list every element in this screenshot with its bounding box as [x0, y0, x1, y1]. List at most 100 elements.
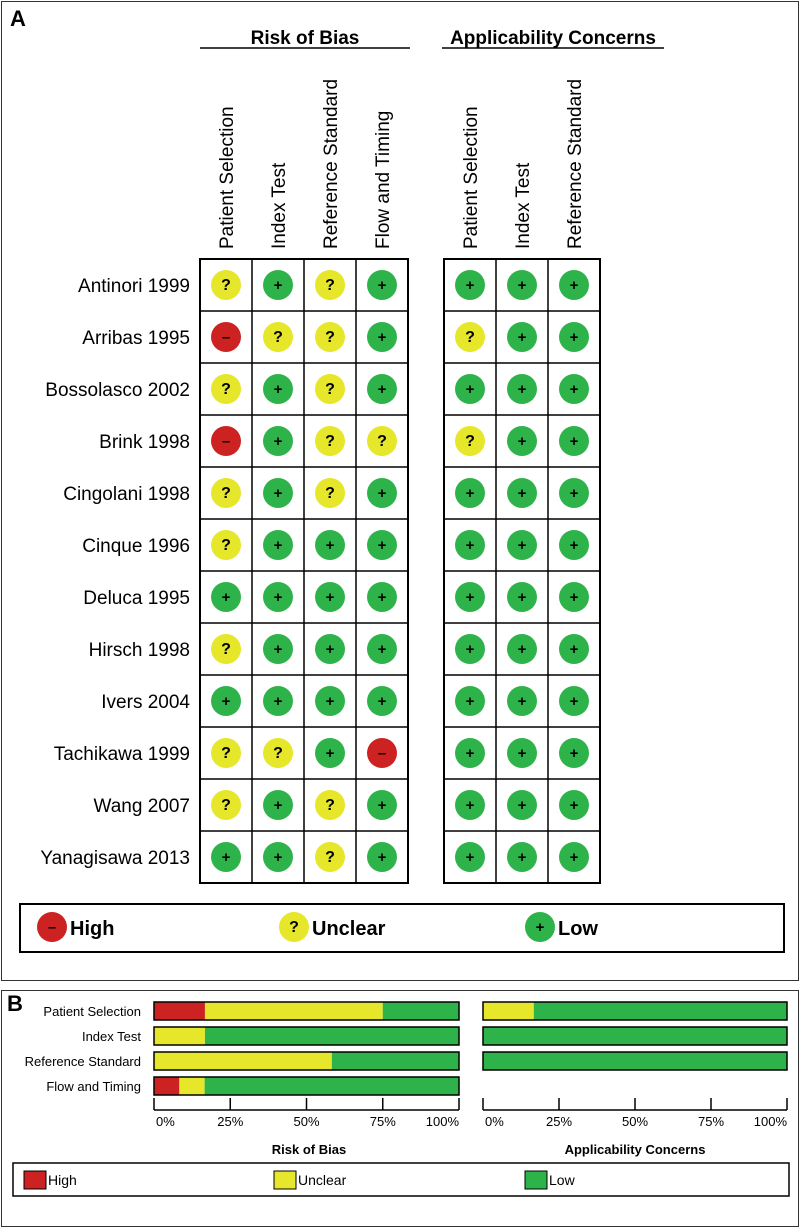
risk-judgement-low: + — [559, 322, 589, 352]
low-circle — [507, 426, 537, 456]
low-symbol: + — [378, 589, 387, 606]
low-symbol: + — [570, 849, 579, 866]
risk-judgement-unclear: ? — [315, 374, 345, 404]
unclear-circle — [315, 790, 345, 820]
low-circle — [507, 582, 537, 612]
low-circle — [263, 582, 293, 612]
low-symbol: + — [466, 589, 475, 606]
low-circle — [455, 530, 485, 560]
study-label: Wang 2007 — [94, 796, 190, 817]
low-symbol: + — [518, 537, 527, 554]
low-symbol: + — [466, 797, 475, 814]
risk-judgement-unclear: ? — [263, 322, 293, 352]
low-symbol: + — [466, 693, 475, 710]
risk-judgement-low: + — [367, 478, 397, 508]
low-circle — [455, 270, 485, 300]
high-symbol: – — [222, 329, 230, 346]
low-symbol: + — [274, 693, 283, 710]
low-circle — [559, 686, 589, 716]
risk-judgement-low: + — [559, 790, 589, 820]
bar-segment-unclear — [204, 1002, 383, 1020]
risk-judgement-low: + — [263, 426, 293, 456]
study-label: Hirsch 1998 — [89, 640, 190, 661]
unclear-symbol: ? — [465, 433, 475, 450]
legend-label: Unclear — [298, 1172, 347, 1188]
low-circle — [367, 374, 397, 404]
bar-outline — [153, 1076, 460, 1096]
risk-judgement-low: + — [507, 842, 537, 872]
low-circle — [455, 738, 485, 768]
risk-judgement-unclear: ? — [211, 270, 241, 300]
low-symbol: + — [570, 329, 579, 346]
low-circle — [367, 582, 397, 612]
risk-judgement-low: + — [263, 270, 293, 300]
low-circle — [211, 582, 241, 612]
risk-judgement-unclear: ? — [315, 790, 345, 820]
risk-judgement-low: + — [367, 790, 397, 820]
category-label: Index Test — [82, 1029, 141, 1044]
low-circle — [559, 322, 589, 352]
risk-judgement-low: + — [455, 530, 485, 560]
unclear-circle — [211, 270, 241, 300]
low-symbol: + — [518, 329, 527, 346]
bar-outline — [153, 1051, 460, 1071]
low-circle — [507, 322, 537, 352]
risk-judgement-unclear: ? — [455, 426, 485, 456]
bar-segment-low — [533, 1002, 787, 1020]
risk-judgement-low: + — [315, 582, 345, 612]
risk-judgement-low: + — [263, 686, 293, 716]
category-label: Patient Selection — [43, 1004, 141, 1019]
study-label: Tachikawa 1999 — [54, 744, 190, 765]
bar-segment-low — [483, 1027, 787, 1045]
legend-label: High — [70, 918, 114, 940]
low-circle — [263, 426, 293, 456]
risk-judgement-low: + — [367, 374, 397, 404]
risk-judgement-unclear: ? — [211, 530, 241, 560]
low-symbol: + — [274, 381, 283, 398]
x-tick-label: 100% — [754, 1114, 788, 1129]
low-symbol: + — [274, 589, 283, 606]
low-symbol: + — [570, 641, 579, 658]
low-symbol: + — [274, 797, 283, 814]
unclear-circle — [211, 790, 241, 820]
bar-segment-unclear — [483, 1002, 534, 1020]
low-circle — [455, 686, 485, 716]
risk-judgement-low: + — [559, 478, 589, 508]
risk-judgement-unclear: ? — [455, 322, 485, 352]
risk-judgement-low: + — [507, 270, 537, 300]
low-symbol: + — [378, 381, 387, 398]
low-circle — [507, 686, 537, 716]
study-label: Antinori 1999 — [78, 276, 190, 297]
low-circle — [507, 530, 537, 560]
x-tick-label: 75% — [698, 1114, 724, 1129]
unclear-symbol: ? — [289, 919, 299, 936]
unclear-symbol: ? — [221, 381, 231, 398]
low-circle — [559, 738, 589, 768]
low-circle — [211, 842, 241, 872]
group-title: Applicability Concerns — [450, 28, 656, 49]
risk-judgement-low: + — [367, 686, 397, 716]
low-symbol: + — [274, 485, 283, 502]
low-symbol: + — [518, 797, 527, 814]
study-label: Cinque 1996 — [82, 536, 190, 557]
high-circle — [211, 322, 241, 352]
risk-judgement-unclear: ? — [315, 842, 345, 872]
unclear-circle — [211, 530, 241, 560]
risk-judgement-low: + — [263, 582, 293, 612]
low-circle — [315, 582, 345, 612]
low-symbol: + — [518, 485, 527, 502]
low-circle — [315, 634, 345, 664]
risk-judgement-low: + — [455, 738, 485, 768]
low-symbol: + — [378, 537, 387, 554]
low-circle — [455, 478, 485, 508]
low-symbol: + — [518, 745, 527, 762]
risk-judgement-low: + — [263, 790, 293, 820]
x-tick-label: 50% — [622, 1114, 648, 1129]
risk-judgement-unclear: ? — [367, 426, 397, 456]
low-circle — [367, 530, 397, 560]
low-symbol: + — [326, 693, 335, 710]
low-symbol: + — [378, 485, 387, 502]
bar-outline — [482, 1051, 788, 1071]
column-header: Patient Selection — [217, 106, 238, 249]
study-label: Brink 1998 — [99, 432, 190, 453]
